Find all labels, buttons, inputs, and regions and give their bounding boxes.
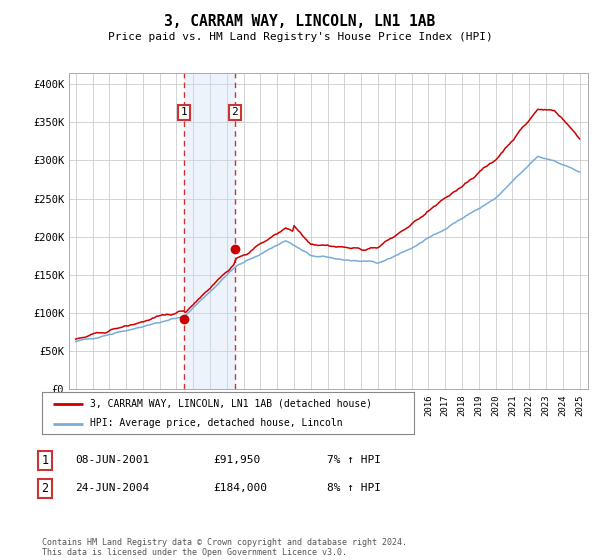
Text: 8% ↑ HPI: 8% ↑ HPI: [327, 483, 381, 493]
Text: 1: 1: [181, 108, 187, 118]
Text: 2: 2: [41, 482, 49, 495]
Text: £91,950: £91,950: [213, 455, 260, 465]
Bar: [184, 73, 235, 389]
Text: 2: 2: [232, 108, 238, 118]
Text: 24-JUN-2004: 24-JUN-2004: [75, 483, 149, 493]
Text: HPI: Average price, detached house, Lincoln: HPI: Average price, detached house, Linc…: [91, 418, 343, 428]
Text: 3, CARRAM WAY, LINCOLN, LN1 1AB: 3, CARRAM WAY, LINCOLN, LN1 1AB: [164, 14, 436, 29]
Text: Price paid vs. HM Land Registry's House Price Index (HPI): Price paid vs. HM Land Registry's House …: [107, 32, 493, 43]
Text: Contains HM Land Registry data © Crown copyright and database right 2024.
This d: Contains HM Land Registry data © Crown c…: [42, 538, 407, 557]
Text: 1: 1: [41, 454, 49, 467]
Text: 7% ↑ HPI: 7% ↑ HPI: [327, 455, 381, 465]
Text: £184,000: £184,000: [213, 483, 267, 493]
Text: 3, CARRAM WAY, LINCOLN, LN1 1AB (detached house): 3, CARRAM WAY, LINCOLN, LN1 1AB (detache…: [91, 399, 373, 409]
Text: 08-JUN-2001: 08-JUN-2001: [75, 455, 149, 465]
